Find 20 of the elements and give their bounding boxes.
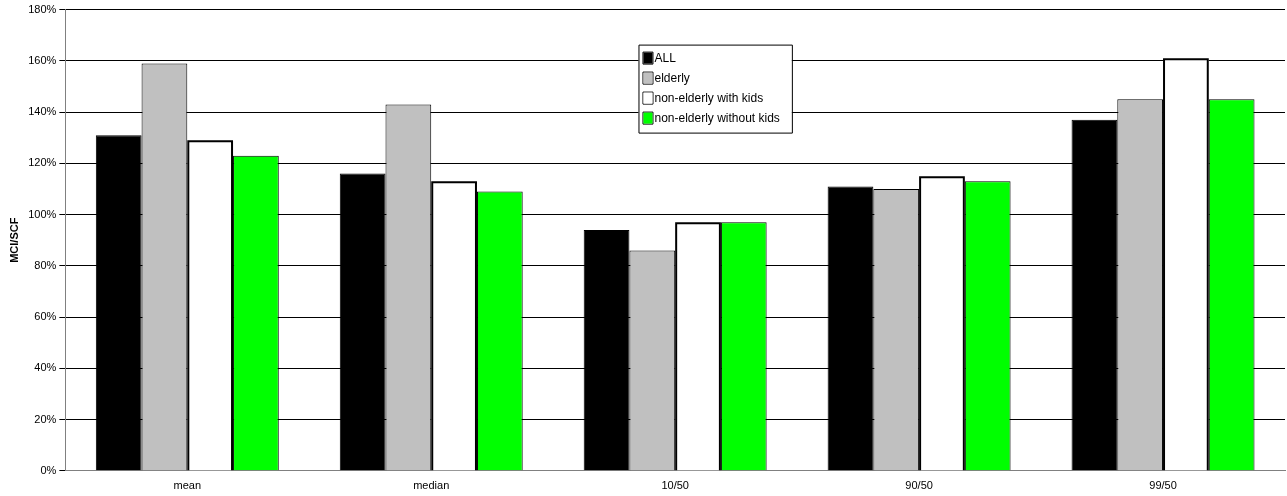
legend-label: non-elderly with kids [654,90,764,105]
y-tick-label: 120% [28,156,57,169]
x-tick-label: 99/50 [1149,479,1177,492]
x-tick-label: median [413,479,450,492]
y-tick-label: 0% [40,463,57,476]
y-tick-label: 80% [34,258,57,271]
legend-label: ALL [654,50,677,65]
y-tick-label: 160% [28,53,57,66]
x-tick-label: 90/50 [905,479,933,492]
x-tick-label: 10/50 [661,479,689,492]
y-axis-title: MCI/SCF [7,217,20,263]
y-tick-label: 140% [28,105,57,118]
legend-label: elderly [654,70,690,85]
y-tick-label: 40% [34,361,57,374]
y-tick-label: 60% [34,310,57,323]
y-tick-label: 180% [28,2,57,15]
y-tick-label: 100% [28,207,57,220]
x-tick-label: mean [173,479,202,492]
y-tick-label: 20% [34,412,57,425]
legend-label: non-elderly without kids [654,110,780,125]
